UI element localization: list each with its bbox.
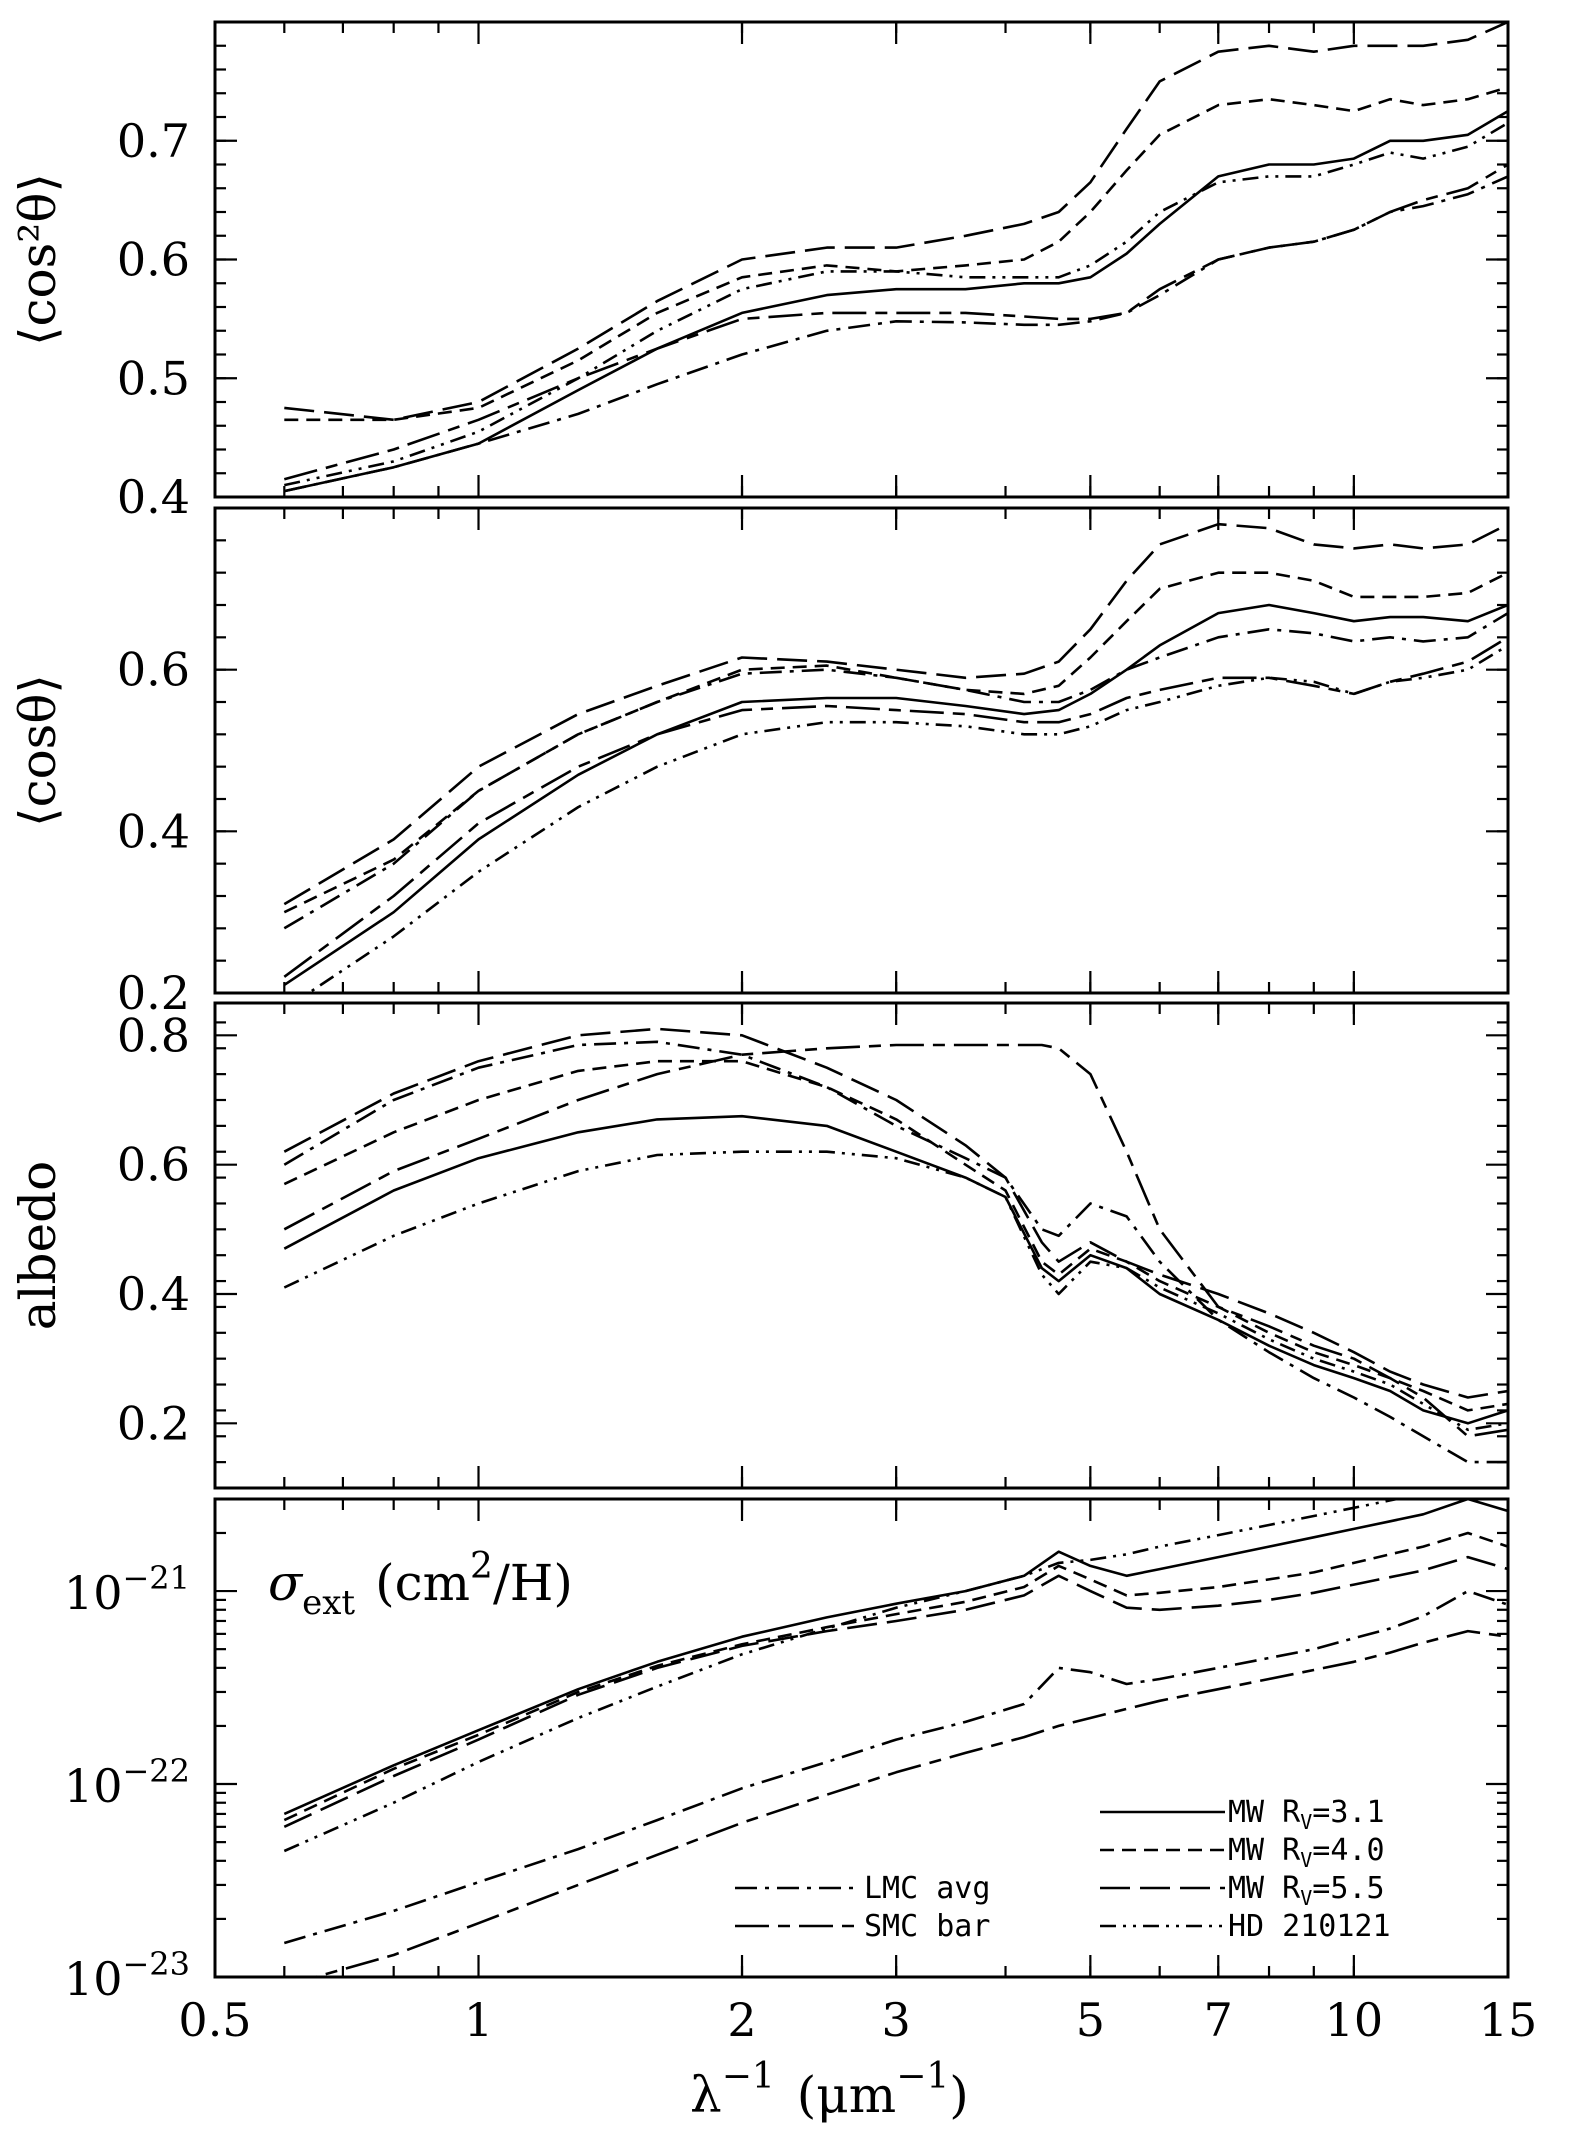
y-tick-label: 0.4 [117,804,190,858]
x-tick-label: 5 [1076,1993,1105,2047]
y-tick-label: 0.6 [117,1138,190,1192]
legend: MW RV=3.1MW RV=4.0MW RV=5.5HD 210121 LMC … [735,1795,1391,1944]
series-line [283,1150,1508,1432]
series-line [283,1114,1508,1425]
series-line [283,1059,1508,1412]
legend-entry: SMC bar [864,1909,990,1944]
y-axis-label: ⟨cos²θ⟩ [9,173,67,346]
legend-entry: MW RV=5.5 [1228,1871,1385,1910]
sigma-ext-label: σext (cm2/H) [268,1546,573,1623]
series-line [284,175,1508,493]
x-tick-label: 2 [727,1993,756,2047]
x-tick-label: 15 [1479,1993,1538,2047]
series-line [283,571,1508,914]
plot-frame [213,20,1510,499]
y-tick-label: 0.6 [117,643,190,697]
series-line [283,1027,1508,1399]
panel-4: 10−23 10−22 10−21 σext (cm2/H) [64,1497,1510,2006]
y-tick-label: 10−21 [64,1559,190,1620]
y-tick-label: 0.8 [117,1008,190,1062]
x-tick-label: 10 [1325,1993,1384,2047]
y-tick-label: 10−23 [64,1945,190,2006]
series-line [284,121,1508,487]
series-line [283,163,1508,481]
legend-entry: MW RV=3.1 [1228,1795,1385,1834]
plot-frame [213,1001,1510,1490]
y-tick-label: 0.2 [117,1396,190,1450]
y-tick-label: 0.6 [117,233,190,287]
y-axis-label: ⟨cosθ⟩ [9,674,67,827]
series-line [284,22,1508,422]
y-tick-label: 0.5 [117,351,190,405]
x-tick-label: 1 [464,1993,493,2047]
x-tick-label: 3 [882,1993,911,2047]
plot-frame [213,1497,1510,1979]
series-line [283,611,1508,930]
panel-2: 0.2 0.4 0.6 ⟨cosθ⟩ [9,506,1510,1020]
x-tick-label: 7 [1204,1993,1233,2047]
x-axis-label: λ−1 (μm−1) [690,2056,969,2124]
y-axis-label: albedo [9,1161,67,1331]
series-line [283,1531,1508,1822]
series-line [283,522,1508,906]
y-tick-label: 0.4 [117,470,190,524]
series-line [283,1040,1508,1464]
series-line [306,644,1508,993]
legend-entry: MW RV=4.0 [1228,1833,1385,1872]
series-line [310,1629,1508,1977]
series-line [284,109,1508,493]
plot-frame [213,506,1510,995]
panel-1: 0.4 0.5 0.6 0.7 ⟨cos²θ⟩ [9,20,1510,524]
series-line [283,1499,1508,1816]
series-line [283,603,1508,986]
series-line [284,86,1508,422]
y-tick-label: 0.4 [117,1267,190,1321]
series-line [283,1555,1508,1828]
y-tick-label: 0.7 [117,114,190,168]
x-tick-label: 0.5 [178,1993,251,2047]
series-line [283,636,1508,978]
legend-entry: HD 210121 [1228,1909,1391,1944]
y-tick-label: 0.2 [117,966,190,1020]
legend-entry: LMC avg [864,1871,990,1906]
y-tick-label: 10−22 [64,1752,190,1813]
panel-3: 0.2 0.4 0.6 0.8 albedo [9,1001,1510,1490]
series-line [283,1589,1508,1945]
